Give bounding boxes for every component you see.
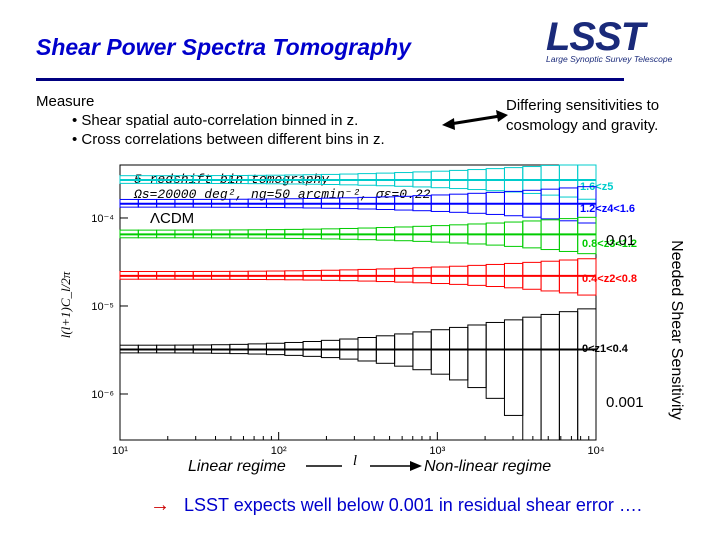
linear-regime-label: Linear regime xyxy=(188,458,286,475)
differing-sensitivities: Differing sensitivities to cosmology and… xyxy=(506,97,660,134)
lsst-logo-subtitle: Large Synoptic Survey Telescope xyxy=(546,54,673,64)
slide-title: Shear Power Spectra Tomography xyxy=(36,34,411,60)
x-tick-label: 10² xyxy=(271,445,287,457)
title-rule xyxy=(36,78,624,81)
needed-shear-sensitivity-label: Needed Shear Sensitivity xyxy=(668,240,685,420)
series-5: 0<z1<0.4 xyxy=(119,308,629,441)
y-axis-label: l(l+1)C_l/2π xyxy=(58,271,73,338)
error-box xyxy=(577,258,597,296)
error-box xyxy=(577,164,597,200)
measure-bullet: • Cross correlations between different b… xyxy=(72,131,385,148)
lsst-logo: LSST Large Synoptic Survey Telescope xyxy=(546,15,673,64)
conclusion-text: LSST expects well below 0.001 in residua… xyxy=(184,495,642,515)
measure-bullet: • Shear spatial auto-correlation binned … xyxy=(72,112,359,129)
regime-arrow-icon xyxy=(306,461,422,471)
error-box xyxy=(577,308,597,441)
lsst-logo-text: LSST xyxy=(546,15,649,59)
nonlinear-regime-label: Non-linear regime xyxy=(424,458,552,475)
double-arrow-icon xyxy=(442,110,508,130)
error-box xyxy=(577,186,597,224)
series-4: 0.4<z2<0.8 xyxy=(119,258,637,296)
x-axis-label: l xyxy=(353,453,357,469)
y-tick-label: 10⁻⁴ xyxy=(91,213,114,225)
right-arrow-icon: → xyxy=(150,494,170,516)
series-label: 0.8<z3<1.2 xyxy=(582,238,637,250)
sensitivity-high: 0.01 xyxy=(606,232,636,249)
x-tick-label: 10³ xyxy=(429,445,445,457)
x-tick-label: 10⁴ xyxy=(588,445,605,457)
conclusion: → LSST expects well below 0.001 in residu… xyxy=(150,494,642,517)
plot-frame xyxy=(119,164,597,441)
measure-heading: Measure xyxy=(36,93,95,110)
series-1: 1.6<z5 xyxy=(119,164,613,200)
series-2: 1.2<z4<1.6 xyxy=(119,186,635,224)
series-label: 0.4<z2<0.8 xyxy=(582,273,637,285)
series-label: 0<z1<0.4 xyxy=(582,343,629,355)
sensitivity-low: 0.001 xyxy=(606,394,644,411)
x-tick-label: 10¹ xyxy=(112,445,128,457)
series-3: 0.8<z3<1.2 xyxy=(119,216,637,255)
measure-block: Measure • Shear spatial auto-correlation… xyxy=(36,92,385,149)
lcdm-label: ΛCDM xyxy=(150,210,195,227)
series-label: 1.6<z5 xyxy=(580,181,613,193)
series-label: 1.2<z4<1.6 xyxy=(580,203,635,215)
y-tick-label: 10⁻⁶ xyxy=(91,389,114,401)
y-tick-label: 10⁻⁵ xyxy=(91,301,114,313)
error-box xyxy=(577,216,597,255)
